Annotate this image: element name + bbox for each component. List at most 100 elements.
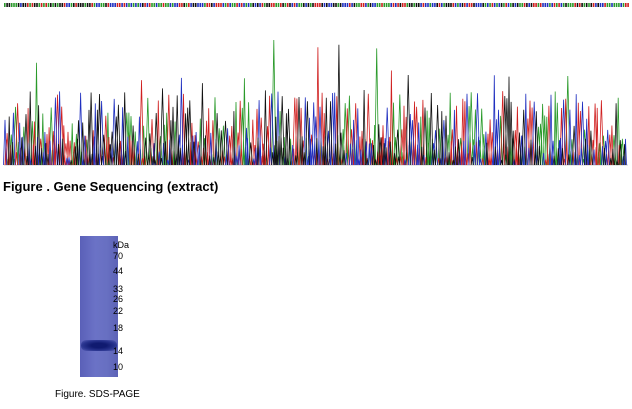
sequence-letter	[75, 3, 77, 7]
marker-label: 26	[113, 294, 124, 304]
sequence-letter	[162, 3, 165, 7]
sequence-letter	[445, 3, 448, 7]
sequence-letter	[8, 3, 11, 7]
sequence-letter	[201, 3, 204, 7]
sequence-letter	[516, 3, 519, 7]
marker-label: 22	[113, 306, 124, 316]
sequence-letter	[507, 3, 510, 7]
sequence-letter	[86, 3, 89, 7]
sequence-letter	[466, 3, 468, 7]
sequence-letter	[98, 3, 100, 7]
sequence-letter	[326, 3, 328, 7]
sequence-letter	[337, 3, 340, 7]
sequence-letter	[107, 3, 110, 7]
sequence-letter	[91, 3, 93, 7]
sequence-letter	[178, 3, 181, 7]
sequence-letter	[362, 3, 365, 7]
sequence-letter	[604, 3, 606, 7]
sequence-letter	[298, 3, 300, 7]
sequence-letter	[487, 3, 489, 7]
sequence-letter	[47, 3, 50, 7]
sequence-letter	[415, 3, 418, 7]
sequence-letter	[252, 3, 254, 7]
marker-label: 33	[113, 284, 124, 294]
sequence-letter	[167, 3, 169, 7]
sequence-letter	[625, 3, 627, 7]
sequence-letter	[192, 3, 195, 7]
sequence-letter	[194, 3, 197, 7]
sequence-letter	[199, 3, 202, 7]
sequence-letter	[66, 3, 68, 7]
sequence-letter	[399, 3, 402, 7]
sequence-letter	[468, 3, 471, 7]
sequence-letter	[530, 3, 533, 7]
sequence-letter	[100, 3, 103, 7]
sequence-letter	[355, 3, 358, 7]
sequence-letter	[307, 3, 310, 7]
gel-band	[81, 340, 117, 351]
sequence-letter	[406, 3, 409, 7]
sequence-letter	[54, 3, 57, 7]
marker-label: 44	[113, 266, 124, 276]
sequence-letter	[137, 3, 139, 7]
sequence-letter	[33, 3, 36, 7]
sequence-letter	[243, 3, 245, 7]
sequence-letter	[125, 3, 128, 7]
sequence-letter	[411, 3, 413, 7]
sequence-letter	[332, 3, 335, 7]
sequence-letter	[284, 3, 287, 7]
sequence-letter	[82, 3, 84, 7]
sequence-letter	[569, 3, 572, 7]
sequence-letter	[627, 3, 629, 7]
sequence-letter	[24, 3, 27, 7]
sequence-letter	[339, 3, 342, 7]
sequence-letter	[63, 3, 66, 7]
sequence-letter	[608, 3, 611, 7]
sequence-letter	[254, 3, 257, 7]
sequence-letter	[176, 3, 179, 7]
sequence-letter	[385, 3, 388, 7]
sequence-letter	[296, 3, 298, 7]
sequence-letter	[353, 3, 356, 7]
sequence-letter	[144, 3, 146, 7]
sequence-letter	[234, 3, 236, 7]
sequence-letter	[142, 3, 144, 7]
sequence-letter	[558, 3, 560, 7]
sequence-letter	[562, 3, 565, 7]
sequence-letter	[155, 3, 158, 7]
sequence-letter	[510, 3, 512, 7]
sequence-letter	[443, 3, 445, 7]
sequence-letter	[388, 3, 390, 7]
sequence-letter	[77, 3, 80, 7]
sequence-letter	[549, 3, 551, 7]
sequence-letter	[300, 3, 303, 7]
sequencing-caption: Figure . Gene Sequencing (extract)	[3, 179, 219, 194]
marker-label: 10	[113, 362, 124, 372]
gel-caption: Figure. SDS-PAGE	[55, 389, 140, 400]
sequence-letter	[263, 3, 266, 7]
marker-label: 70	[113, 251, 124, 261]
sequence-letter	[84, 3, 87, 7]
sequence-letter	[17, 3, 20, 7]
sequence-letter	[160, 3, 162, 7]
sequence-letter	[376, 3, 379, 7]
sequence-letter	[544, 3, 547, 7]
sequence-letter	[611, 3, 613, 7]
sequence-letter	[392, 3, 395, 7]
sequence-letter	[73, 3, 75, 7]
sequence-letter	[158, 3, 160, 7]
sequence-letter	[303, 3, 305, 7]
sequence-letter	[378, 3, 381, 7]
sequence-letter	[227, 3, 229, 7]
sequence-letter	[397, 3, 399, 7]
sequence-letter	[231, 3, 234, 7]
sequence-letter	[413, 3, 415, 7]
sequence-letter	[123, 3, 126, 7]
sequence-letter	[367, 3, 369, 7]
sequence-letter	[316, 3, 319, 7]
sequence-letter	[105, 3, 107, 7]
sequence-letter	[291, 3, 294, 7]
sequence-letter	[450, 3, 452, 7]
sequence-letter	[556, 3, 558, 7]
sequence-letter	[275, 3, 277, 7]
